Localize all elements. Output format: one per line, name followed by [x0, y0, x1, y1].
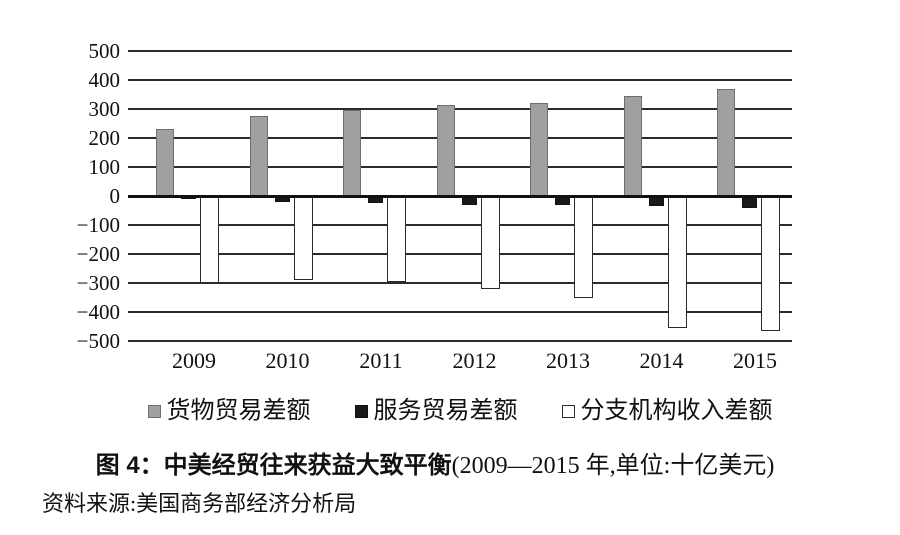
bar-goods-2013 [530, 103, 548, 196]
gridline-y200 [128, 137, 792, 139]
y-tick-label: 0 [109, 183, 121, 208]
gridline-y-200 [128, 253, 792, 255]
chart-title-main: 图 4：中美经贸往来获益大致平衡 [95, 452, 452, 479]
x-tick-label-2010: 2010 [265, 348, 310, 373]
plot-area: 500 400 300 200 100 0 −100 −200 −300 −400 −500 2009… [76, 38, 792, 373]
legend-marker-branch-icon [561, 404, 575, 418]
legend-label-services: 服务贸易差额 [373, 398, 518, 424]
y-tick-label: 300 [88, 96, 121, 121]
x-tick-label-2012: 2012 [452, 348, 497, 373]
legend-label-branch: 分支机构收入差额 [580, 398, 773, 424]
x-tick-label-2011: 2011 [359, 348, 403, 373]
chart-legend: 货物贸易差额 服务贸易差额 分支机构收入差额 [128, 394, 792, 428]
bar-goods-2009 [156, 129, 174, 196]
gridline-y-400 [128, 311, 792, 313]
y-tick-label: 200 [88, 125, 121, 150]
y-tick-label: 500 [88, 38, 121, 63]
bar-branch-2010 [293, 196, 313, 281]
bar-services-2014 [648, 196, 664, 207]
bar-branch-2014 [667, 196, 687, 328]
y-tick-label: −500 [76, 328, 120, 353]
x-axis-line [128, 194, 792, 198]
bar-branch-2009 [200, 196, 219, 283]
gridline-y300 [128, 108, 792, 110]
y-tick-label: −200 [76, 241, 120, 266]
source-note: 资料来源:美国商务部经济分析局 [42, 491, 357, 516]
x-tick-label-2015: 2015 [733, 348, 777, 373]
legend-marker-goods-icon [147, 404, 161, 418]
chart-title: 图 4：中美经贸往来获益大致平衡(2009—2015 年,单位:十亿美元) [0, 450, 870, 482]
gridline-y-500 [128, 340, 792, 342]
legend-marker-services-icon [354, 404, 368, 418]
bar-goods-2014 [623, 95, 642, 196]
bar-branch-2015 [761, 196, 780, 331]
bar-goods-2011 [343, 110, 361, 196]
bar-goods-2015 [717, 88, 735, 196]
chart-title-suffix: (2009—2015 年,单位:十亿美元) [451, 453, 775, 479]
gridline-y-300 [128, 282, 792, 284]
gridline-y500 [128, 50, 792, 52]
x-tick-label-2009: 2009 [172, 348, 216, 373]
bar-goods-2010 [249, 116, 268, 196]
legend-item-goods: 货物贸易差额 [147, 397, 311, 425]
legend-item-services: 服务贸易差额 [354, 397, 518, 425]
x-tick-label-2013: 2013 [546, 348, 590, 373]
gridline-y100 [128, 166, 792, 168]
y-tick-label: −100 [76, 212, 120, 237]
bar-goods-2012 [436, 104, 455, 196]
y-tick-label: −300 [76, 270, 120, 295]
bar-branch-2011 [387, 196, 406, 282]
bar-services-2015 [742, 196, 757, 208]
legend-label-goods: 货物贸易差额 [166, 398, 311, 424]
gridline-y400 [128, 79, 792, 81]
y-tick-label: −400 [76, 299, 120, 324]
bar-branch-2013 [574, 196, 593, 298]
gridline-y-100 [128, 224, 792, 226]
legend-item-branch: 分支机构收入差额 [561, 397, 773, 425]
x-tick-label-2014: 2014 [639, 348, 684, 373]
bar-branch-2012 [480, 196, 500, 289]
y-tick-label: 400 [88, 67, 121, 92]
y-tick-label: 100 [88, 154, 121, 179]
